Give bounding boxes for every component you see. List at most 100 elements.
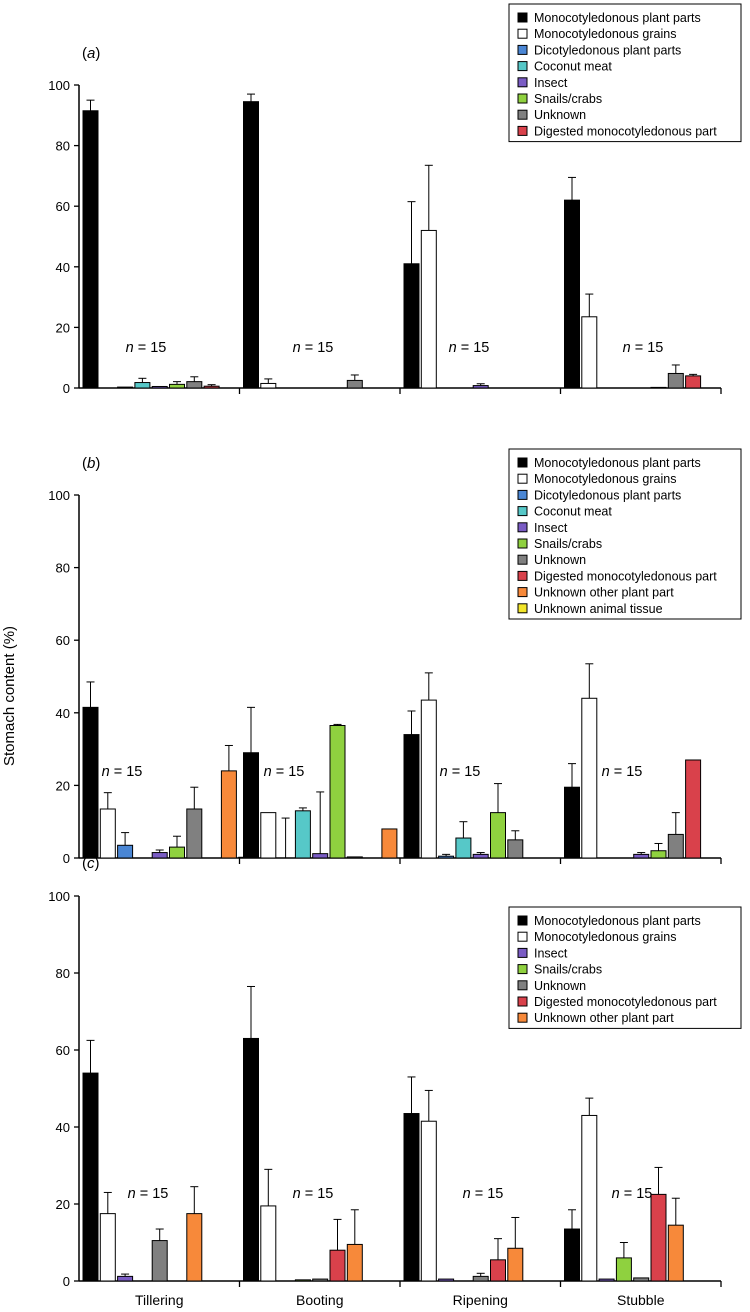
sample-size-label: n = 15 <box>293 340 334 356</box>
legend-swatch <box>517 506 528 517</box>
legend-swatch <box>517 77 528 88</box>
legend-entry: Coconut meat <box>534 505 612 519</box>
legend-swatch <box>517 489 528 500</box>
sample-size-label: n = 15 <box>449 340 490 356</box>
sample-size-label: n = 15 <box>463 1186 504 1202</box>
legend-entry: Monocotyledonous plant parts <box>534 11 701 25</box>
bar <box>329 725 346 859</box>
legend-box <box>508 448 742 620</box>
y-tick-label: 0 <box>63 381 70 396</box>
bar <box>598 1278 615 1282</box>
category-label: Stubble <box>617 1292 665 1308</box>
y-tick-label: 80 <box>56 139 70 154</box>
panel-label: (c) <box>82 855 100 872</box>
bar <box>151 385 168 389</box>
bar <box>564 786 580 859</box>
bar <box>667 372 684 389</box>
bar <box>490 1259 506 1282</box>
bar <box>346 856 363 859</box>
bar <box>490 812 506 859</box>
category-label: Booting <box>296 1292 343 1308</box>
legend-entry: Snails/crabs <box>534 537 602 551</box>
panels-group: 0 20 40 60 80 100 (a) n = 15 n = 15 n = 15 n = 15 M… <box>48 3 742 1308</box>
legend-entry: Monocotyledonous grains <box>534 930 676 944</box>
legend: Monocotyledonous plant parts Monocotyledo… <box>508 3 742 143</box>
bar <box>312 853 329 859</box>
y-tick-label: 100 <box>48 78 70 93</box>
y-tick-label: 60 <box>56 199 70 214</box>
bar <box>507 1247 524 1282</box>
bar <box>403 734 420 859</box>
sample-size-label: n = 15 <box>102 764 143 780</box>
legend-entry: Digested monocotyledonous part <box>534 124 717 138</box>
panel-label: (a) <box>82 45 100 62</box>
bar <box>186 1213 203 1282</box>
legend-swatch <box>517 109 528 120</box>
legend-swatch <box>517 522 528 533</box>
bar <box>420 699 437 859</box>
bar <box>82 110 99 389</box>
bar <box>169 846 185 859</box>
bar <box>685 759 702 859</box>
bar <box>260 382 277 389</box>
bar <box>381 828 398 859</box>
legend-entry: Unknown animal tissue <box>534 602 663 616</box>
legend-box <box>508 906 742 1029</box>
bar <box>346 1243 363 1282</box>
legend-swatch <box>517 931 528 942</box>
category-label: Tillering <box>135 1292 184 1308</box>
bar <box>650 1193 667 1282</box>
bar <box>472 385 489 389</box>
legend: Monocotyledonous plant parts Monocotyledo… <box>508 448 742 620</box>
sample-size-label: n = 15 <box>293 1186 334 1202</box>
y-tick-label: 80 <box>56 966 70 981</box>
bar <box>650 850 667 859</box>
bar <box>455 837 472 859</box>
legend-entry: Coconut meat <box>534 60 612 74</box>
bar <box>564 199 580 389</box>
bar <box>294 810 311 859</box>
bar <box>203 385 220 389</box>
legend-entry: Dicotyledonous plant parts <box>534 43 681 57</box>
legend-swatch <box>517 996 528 1007</box>
bar <box>186 381 203 389</box>
legend-swatch <box>517 1012 528 1023</box>
panel-3: 0 20 40 60 80 100 (c) Tillering n = 15 Booting n =… <box>48 855 742 1308</box>
y-tick-label: 80 <box>56 561 70 576</box>
bar <box>329 1249 346 1282</box>
sample-size-label: n = 15 <box>128 1186 169 1202</box>
legend-entry: Monocotyledonous plant parts <box>534 914 701 928</box>
bar <box>438 855 455 859</box>
legend-swatch <box>517 587 528 598</box>
y-tick-label: 20 <box>56 1197 70 1212</box>
y-tick-label: 0 <box>63 851 70 866</box>
y-tick-label: 40 <box>56 260 70 275</box>
bar <box>99 1213 116 1282</box>
y-tick-label: 20 <box>56 320 70 335</box>
legend-entry: Dicotyledonous plant parts <box>534 488 681 502</box>
sample-size-label: n = 15 <box>602 764 643 780</box>
bar <box>472 853 489 859</box>
legend-box <box>508 3 742 143</box>
legend-swatch <box>517 915 528 926</box>
bar <box>99 808 116 859</box>
y-tick-label: 40 <box>56 706 70 721</box>
bar <box>260 812 277 859</box>
y-tick-label: 60 <box>56 1043 70 1058</box>
bar <box>151 852 168 859</box>
bar <box>82 1072 99 1282</box>
legend-swatch <box>517 457 528 468</box>
bar <box>243 101 259 389</box>
legend-entry: Unknown <box>534 108 586 122</box>
legend-entry: Snails/crabs <box>534 963 602 977</box>
bar <box>667 1224 684 1282</box>
legend-entry: Unknown <box>534 979 586 993</box>
legend-swatch <box>517 473 528 484</box>
bar <box>438 1278 455 1282</box>
bar <box>685 375 702 389</box>
bar <box>581 316 598 389</box>
bar <box>403 1113 420 1282</box>
legend-entry: Insect <box>534 76 568 90</box>
bar <box>403 263 420 389</box>
bar <box>667 833 684 859</box>
